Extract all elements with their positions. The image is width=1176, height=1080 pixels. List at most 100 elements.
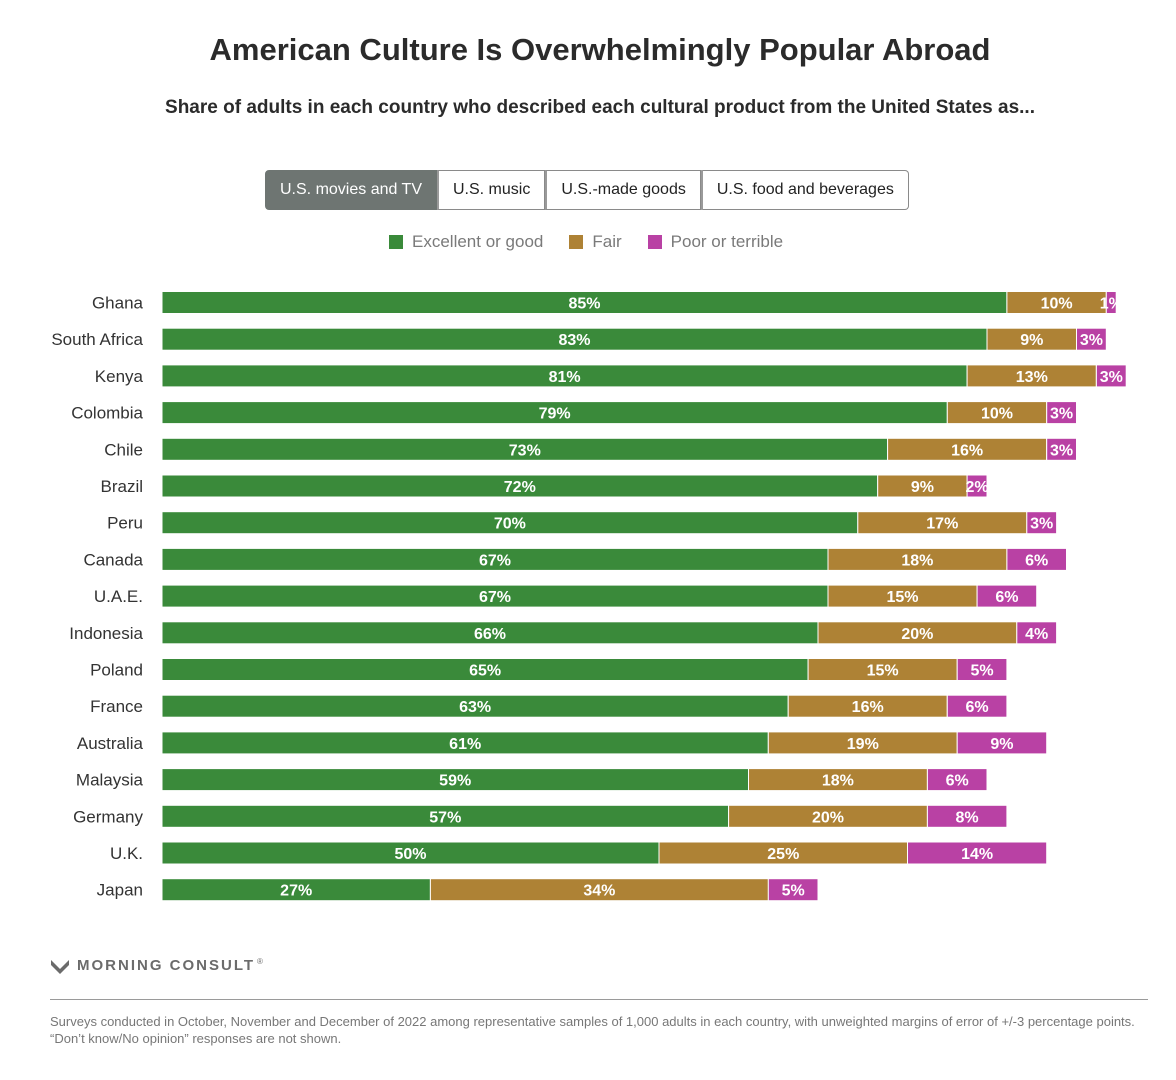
category-label: Canada (83, 550, 143, 569)
category-label: Chile (104, 440, 143, 459)
data-label: 13% (1016, 369, 1048, 386)
data-label: 3% (1080, 332, 1103, 349)
category-tabs: U.S. movies and TV U.S. music U.S.-made … (265, 170, 909, 210)
data-label: 18% (901, 552, 933, 569)
data-label: 10% (1041, 296, 1073, 313)
legend-label-fair: Fair (592, 232, 622, 251)
data-label: 4% (1025, 626, 1048, 643)
category-label: Brazil (100, 477, 143, 496)
legend-item-excellent: Excellent or good (389, 232, 543, 252)
footer-divider (50, 999, 1148, 1000)
legend-swatch-fair (569, 235, 584, 249)
bar-poor-or-terrible (1046, 401, 1077, 425)
data-label: 85% (568, 296, 600, 313)
category-label: Indonesia (69, 624, 143, 643)
bar-poor-or-terrible (926, 804, 1008, 828)
data-label: 6% (946, 773, 969, 790)
data-label: 16% (852, 699, 884, 716)
category-label: Malaysia (76, 771, 144, 790)
data-label: 8% (956, 809, 979, 826)
legend-label-excellent: Excellent or good (412, 232, 544, 251)
bar-poor-or-terrible (976, 584, 1038, 608)
data-label: 6% (1025, 552, 1048, 569)
data-label: 67% (479, 552, 511, 569)
data-label: 3% (1050, 442, 1073, 459)
category-label: Colombia (71, 404, 143, 423)
legend-item-fair: Fair (569, 232, 622, 252)
bar-poor-or-terrible (966, 474, 988, 498)
bar-poor-or-terrible (1046, 437, 1077, 461)
bar-poor-or-terrible (907, 841, 1048, 865)
data-label: 6% (995, 589, 1018, 606)
data-label: 59% (439, 773, 471, 790)
bar-poor-or-terrible (1016, 621, 1058, 645)
data-label: 67% (479, 589, 511, 606)
data-label: 5% (782, 883, 805, 900)
data-label: 3% (1050, 406, 1073, 423)
bar-poor-or-terrible (956, 658, 1008, 681)
category-label: South Africa (51, 330, 143, 349)
chart-legend: Excellent or good Fair Poor or terrible (389, 231, 809, 253)
data-label: 17% (926, 516, 958, 533)
data-label: 70% (494, 516, 526, 533)
tab-made-goods[interactable]: U.S.-made goods (545, 170, 701, 210)
footnote: Surveys conducted in October, November a… (50, 1014, 1135, 1046)
data-label: 9% (911, 479, 934, 496)
brand-registered-mark: ® (257, 957, 263, 966)
legend-swatch-excellent (389, 235, 403, 249)
category-label: U.K. (110, 844, 143, 863)
data-label: 79% (539, 406, 571, 423)
data-label: 63% (459, 699, 491, 716)
data-label: 1% (1100, 296, 1123, 313)
bar-poor-or-terrible (926, 768, 988, 792)
bar-poor-or-terrible (1105, 291, 1117, 314)
data-label: 73% (509, 442, 541, 459)
chart-title: American Culture Is Overwhelmingly Popul… (209, 32, 991, 67)
data-label: 5% (970, 663, 993, 680)
data-label: 9% (1020, 332, 1043, 349)
data-label: 16% (951, 442, 983, 459)
data-label: 10% (981, 406, 1013, 423)
data-label: 18% (822, 773, 854, 790)
data-label: 15% (867, 663, 899, 680)
category-label: France (90, 697, 143, 716)
data-label: 6% (966, 699, 989, 716)
bar-poor-or-terrible (946, 694, 1008, 718)
data-label: 50% (394, 846, 426, 863)
legend-item-poor: Poor or terrible (647, 232, 783, 252)
data-label: 19% (847, 736, 879, 753)
tab-movies-tv[interactable]: U.S. movies and TV (265, 170, 437, 210)
bar-poor-or-terrible (1026, 511, 1058, 535)
data-label: 3% (1100, 369, 1123, 386)
bar-poor-or-terrible (1076, 327, 1107, 351)
data-label: 57% (429, 809, 461, 826)
data-label: 14% (961, 846, 993, 863)
data-label: 9% (990, 736, 1013, 753)
category-label: Ghana (92, 294, 144, 313)
bar-poor-or-terrible (1095, 364, 1127, 388)
chart-subtitle: Share of adults in each country who desc… (165, 97, 1035, 118)
bar-poor-or-terrible (767, 878, 819, 902)
data-label: 72% (504, 479, 536, 496)
data-label: 83% (558, 332, 590, 349)
data-label: 61% (449, 736, 481, 753)
brand-name: MORNING CONSULT (77, 957, 256, 974)
bar-poor-or-terrible (1006, 547, 1068, 571)
category-label: Kenya (95, 367, 144, 386)
tab-music[interactable]: U.S. music (436, 170, 546, 210)
brand-logo: MORNING CONSULT ® (50, 957, 263, 974)
tab-food-beverages[interactable]: U.S. food and beverages (700, 170, 909, 210)
data-label: 27% (280, 883, 312, 900)
legend-swatch-poor (647, 235, 662, 249)
category-label: Japan (97, 881, 143, 900)
category-label: Poland (90, 661, 143, 680)
stacked-bar-chart: Ghana 85% 10% 1% South Africa 83% 9% 3% Kenya 81%… (51, 291, 1127, 902)
category-label: Peru (107, 514, 143, 533)
category-label: U.A.E. (94, 587, 143, 606)
category-label: Germany (73, 807, 143, 826)
data-label: 15% (886, 589, 918, 606)
morning-consult-logo-icon (51, 959, 69, 974)
data-label: 3% (1030, 516, 1053, 533)
data-label: 81% (549, 369, 581, 386)
data-label: 20% (901, 626, 933, 643)
